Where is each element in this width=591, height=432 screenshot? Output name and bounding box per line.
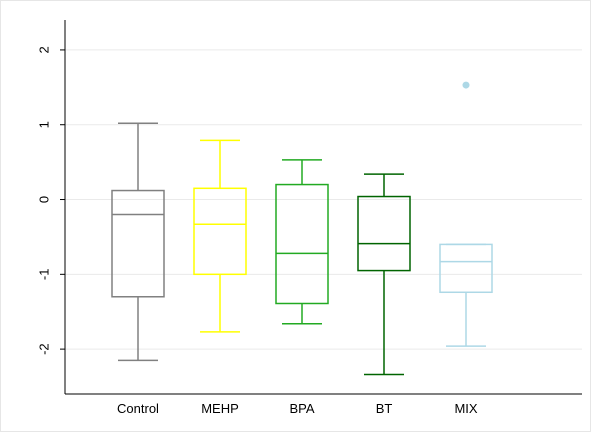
y-tick-label: -2: [37, 343, 52, 355]
iqr-box: [357, 195, 411, 272]
x-tick-label: BT: [376, 401, 393, 416]
boxes: [111, 81, 493, 376]
iqr-box: [111, 189, 165, 298]
axes: [64, 20, 582, 395]
y-tick-label: 1: [37, 121, 52, 128]
y-tick-label: 2: [37, 46, 52, 53]
y-tick-label: -1: [37, 269, 52, 281]
box-mehp: [193, 139, 247, 333]
iqr-box: [275, 183, 329, 305]
y-tick-label: 0: [37, 196, 52, 203]
x-tick-label: MIX: [454, 401, 477, 416]
box-mix: [439, 81, 493, 347]
y-axis-ticks: -2 -1 0 1 2: [37, 46, 65, 355]
outlier-point: [462, 81, 470, 89]
iqr-box: [193, 187, 247, 276]
box-bpa: [275, 159, 329, 325]
iqr-box: [439, 243, 493, 294]
x-axis-labels: Control MEHP BPA BT MIX: [117, 401, 478, 416]
box-bt: [357, 173, 411, 376]
grid-lines: [65, 49, 582, 350]
x-tick-label: Control: [117, 401, 159, 416]
box-control: [111, 122, 165, 362]
x-tick-label: BPA: [289, 401, 314, 416]
x-tick-label: MEHP: [201, 401, 239, 416]
